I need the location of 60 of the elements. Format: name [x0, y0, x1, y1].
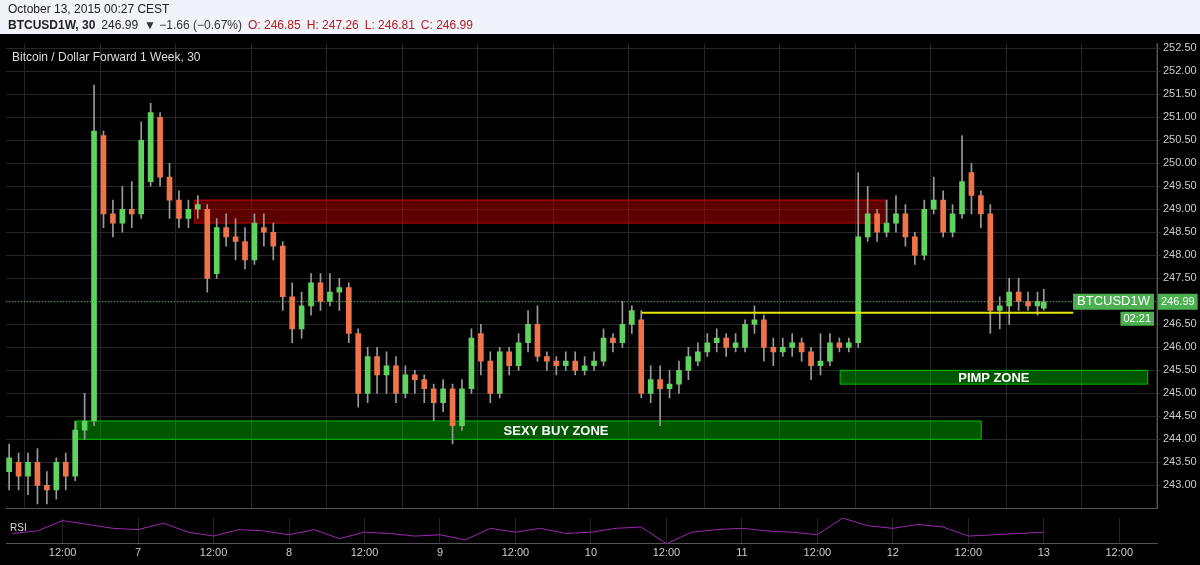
candlestick	[996, 296, 1003, 330]
x-tick-label: 11	[736, 546, 748, 559]
y-tick-label: 244.50	[1163, 409, 1197, 422]
x-tick-label: 12:00	[48, 546, 77, 559]
text: H: 247.26	[306, 18, 359, 32]
candlestick	[110, 199, 116, 238]
y-tick-label: 246.00	[1163, 340, 1197, 353]
candlestick	[893, 195, 899, 233]
candlestick	[44, 471, 50, 505]
y-tick-label: 249.50	[1163, 179, 1197, 192]
x-tick-label: 12:00	[199, 546, 228, 559]
y-tick-label: 243.00	[1163, 478, 1197, 491]
x-tick-label: 12	[886, 546, 899, 559]
candlestick	[412, 370, 418, 394]
text: 246.99	[101, 18, 139, 32]
y-tick-label: 247.50	[1163, 271, 1197, 284]
y-tick-label: 250.00	[1163, 156, 1197, 169]
text: October 13, 2015 00:27 CEST	[8, 1, 171, 17]
x-tick-label: 12:00	[501, 546, 530, 559]
y-tick-label: 245.00	[1163, 386, 1197, 399]
x-tick-label: 13	[1037, 546, 1050, 559]
text: C: 246.99	[420, 18, 473, 32]
text: BTCUSD1W, 30	[8, 18, 96, 32]
band-label: SEXY BUY ZONE	[503, 422, 609, 438]
y-tick-label: 250.50	[1163, 133, 1197, 146]
y-tick-label: 251.00	[1163, 110, 1197, 123]
x-tick-label: 8	[285, 546, 293, 559]
candlestick	[657, 365, 663, 426]
x-tick-label: 10	[584, 546, 598, 559]
x-tick-label: 12:00	[954, 546, 983, 559]
chart-title: RSI	[10, 521, 27, 533]
x-tick-label: 7	[135, 546, 142, 559]
x-tick-label: 12:00	[652, 546, 681, 559]
candlestick	[713, 328, 720, 353]
text: Bitcoin / Dollar Forward 1 Week, 30	[12, 49, 201, 64]
text: ▼ −1.66 (−0.67%)	[144, 18, 242, 32]
text: O: 246.85	[248, 18, 301, 32]
y-tick-label: 248.50	[1163, 225, 1197, 238]
x-tick-label: 12:00	[350, 546, 379, 559]
x-tick-label: 9	[436, 546, 444, 559]
y-tick-label: 243.50	[1163, 455, 1197, 468]
y-tick-label: 245.50	[1163, 363, 1197, 376]
x-tick-label: 12:00	[1105, 546, 1134, 559]
candlestick	[261, 213, 267, 247]
candlestick	[195, 195, 201, 219]
text: L: 246.81	[364, 18, 415, 32]
ref-line-label: BTCUSD1W	[1077, 293, 1151, 309]
y-tick-label: 252.00	[1163, 64, 1197, 77]
y-tick-label: 249.00	[1163, 202, 1197, 215]
text: 246.99	[1161, 294, 1195, 307]
y-tick-label: 251.50	[1163, 87, 1197, 100]
candlestick	[789, 333, 796, 357]
y-tick-label: 248.00	[1163, 248, 1197, 261]
y-tick-label: 252.50	[1163, 41, 1197, 54]
candlestick	[128, 181, 135, 229]
x-tick-label: 12:00	[803, 546, 832, 559]
band-label: PIMP ZONE	[958, 369, 1030, 385]
y-tick-label: 246.50	[1163, 317, 1197, 330]
y-tick-label: 244.00	[1163, 432, 1197, 445]
annotation: 02:21	[1123, 311, 1151, 324]
